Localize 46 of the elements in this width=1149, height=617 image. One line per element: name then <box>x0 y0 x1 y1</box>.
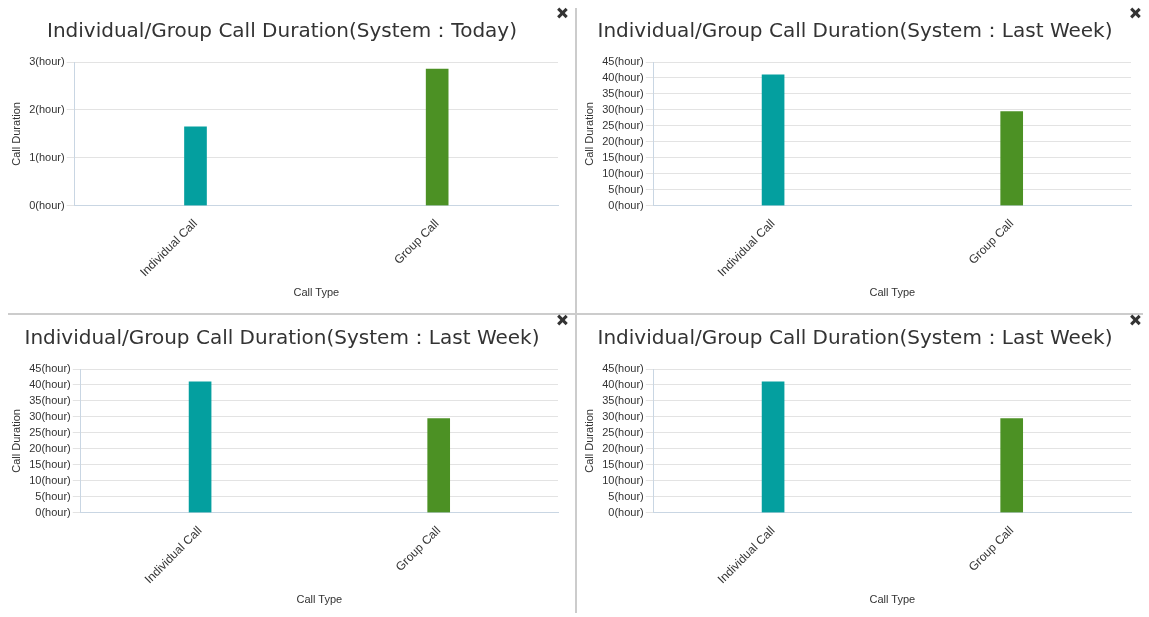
y-tick-label: 30(hour) <box>29 409 71 422</box>
y-tick-label: 25(hour) <box>602 425 644 438</box>
y-tick-label: 40(hour) <box>602 71 644 84</box>
y-axis-title: Call Duration <box>9 102 22 166</box>
y-axis-title: Call Duration <box>9 409 22 473</box>
y-tick-label: 3(hour) <box>29 55 65 68</box>
y-tick-label: 20(hour) <box>602 134 644 147</box>
y-tick-label: 45(hour) <box>29 362 71 375</box>
y-tick-label: 40(hour) <box>602 378 644 391</box>
y-tick-label: 5(hour) <box>608 489 644 502</box>
y-tick-label: 15(hour) <box>602 150 644 163</box>
chart-title: Individual/Group Call Duration(System：Last Week) <box>597 325 1113 350</box>
y-tick-label: 35(hour) <box>602 86 644 99</box>
y-axis-title: Call Duration <box>582 102 595 166</box>
y-tick-label: 35(hour) <box>29 393 71 406</box>
y-tick-label: 25(hour) <box>602 118 644 131</box>
y-tick-label: 5(hour) <box>35 489 71 502</box>
x-axis-title: Call Type <box>293 286 340 299</box>
y-tick-label: 30(hour) <box>602 102 644 115</box>
y-tick-label: 30(hour) <box>602 409 644 422</box>
y-tick-label: 10(hour) <box>29 473 71 486</box>
x-axis-title: Call Type <box>296 593 343 606</box>
x-axis-title: Call Type <box>869 593 916 606</box>
y-tick-label: 10(hour) <box>602 473 644 486</box>
chart-title: Individual/Group Call Duration(System：Last Week) <box>597 18 1113 43</box>
y-tick-label: 0(hour) <box>35 505 71 518</box>
y-tick-label: 25(hour) <box>29 425 71 438</box>
chart-title: Individual/Group Call Duration(System：Today) <box>47 18 517 43</box>
y-tick-label: 15(hour) <box>29 457 71 470</box>
y-tick-label: 5(hour) <box>608 182 644 195</box>
y-tick-label: 45(hour) <box>602 362 644 375</box>
y-tick-label: 0(hour) <box>29 198 65 211</box>
y-tick-label: 1(hour) <box>29 150 65 163</box>
chart-title: Individual/Group Call Duration(System：Last Week) <box>24 325 540 350</box>
y-tick-label: 10(hour) <box>602 166 644 179</box>
y-tick-label: 40(hour) <box>29 378 71 391</box>
y-tick-label: 45(hour) <box>602 55 644 68</box>
y-tick-label: 20(hour) <box>602 441 644 454</box>
y-tick-label: 0(hour) <box>608 505 644 518</box>
y-tick-label: 0(hour) <box>608 198 644 211</box>
x-axis-title: Call Type <box>869 286 916 299</box>
y-tick-label: 35(hour) <box>602 393 644 406</box>
y-tick-label: 15(hour) <box>602 457 644 470</box>
y-tick-label: 20(hour) <box>29 441 71 454</box>
y-tick-label: 2(hour) <box>29 102 65 115</box>
y-axis-title: Call Duration <box>582 409 595 473</box>
